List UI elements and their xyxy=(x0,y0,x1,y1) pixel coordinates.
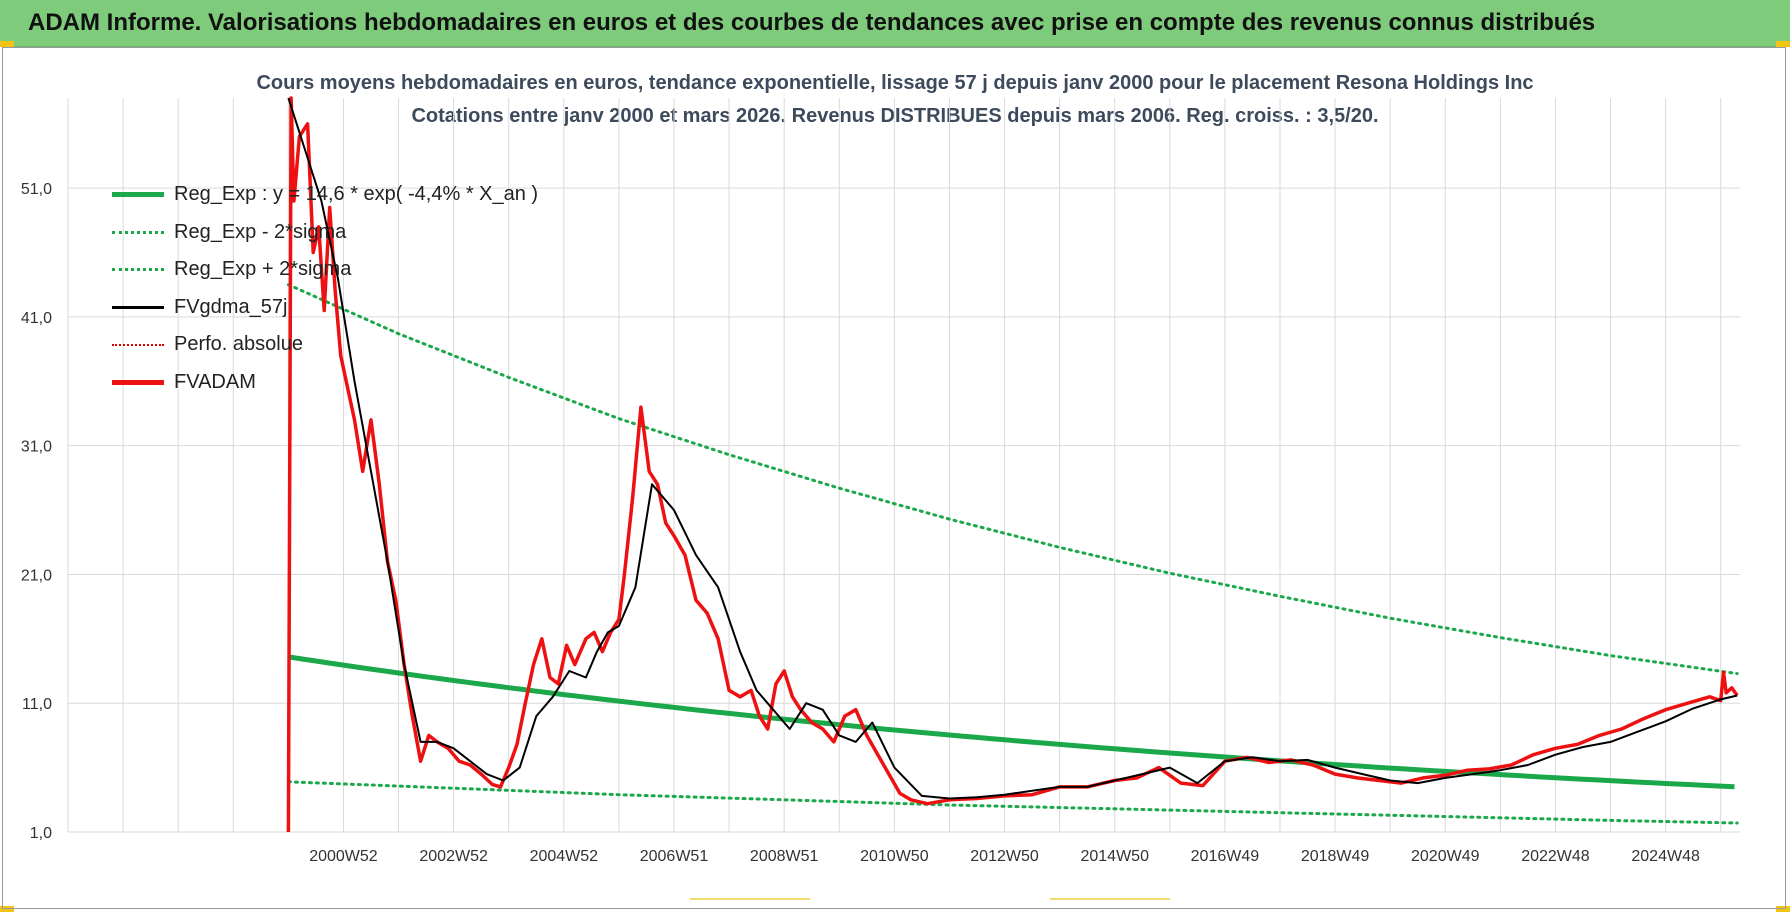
x-tick-label: 2016W49 xyxy=(1191,848,1260,865)
chart-frame xyxy=(2,47,1786,909)
gridlines xyxy=(67,98,1740,833)
corner-mark-bottom-right xyxy=(1776,906,1790,912)
report-banner: ADAM Informe. Valorisations hebdomadaire… xyxy=(0,0,1790,47)
chart-legend: Reg_Exp : y = 14,6 * exp( -4,4% * X_an )… xyxy=(112,176,538,401)
chart-title-line-2: Cotations entre janv 2000 et mars 2026. … xyxy=(411,105,1379,127)
y-tick-label: 11,0 xyxy=(22,696,52,713)
y-tick-label: 51,0 xyxy=(21,181,52,198)
y-tick-label: 21,0 xyxy=(21,567,52,584)
x-tick-label: 2024W48 xyxy=(1631,848,1700,865)
x-tick-label: 2006W51 xyxy=(640,848,709,865)
legend-item-reg-exp-minus: Reg_Exp - 2*sigma xyxy=(112,214,538,252)
legend-label-perfo: Perfo. absolue xyxy=(174,333,303,356)
legend-swatch-fvadam xyxy=(112,379,164,385)
corner-mark-top-left xyxy=(0,41,14,47)
legend-label-fvadam: FVADAM xyxy=(174,370,256,393)
corner-mark-top-right xyxy=(1776,41,1790,47)
legend-swatch-fvgdma xyxy=(112,305,164,309)
series-reg-exp-plus-2sigma xyxy=(286,283,1739,676)
axis-labels: 1,0 11,0 21,0 31,0 41,0 51,0 2000W52 2002W52 200… xyxy=(21,181,1700,865)
legend-label-reg-exp-plus: Reg_Exp + 2*sigma xyxy=(174,258,352,281)
legend-label-fvgdma: FVgdma_57j xyxy=(174,295,288,318)
x-tick-label: 2020W49 xyxy=(1411,848,1480,865)
y-tick-label: 31,0 xyxy=(21,439,52,456)
x-tick-label: 2018W49 xyxy=(1301,848,1370,865)
x-tick-label: 2010W50 xyxy=(860,848,929,865)
legend-swatch-reg-exp-plus xyxy=(112,268,164,272)
x-tick-label: 2000W52 xyxy=(309,848,378,865)
series-lines xyxy=(286,96,1739,833)
x-tick-label: 2004W52 xyxy=(530,848,599,865)
x-tick-label: 2008W51 xyxy=(750,848,819,865)
legend-item-reg-exp-plus: Reg_Exp + 2*sigma xyxy=(112,251,538,289)
bottom-highlight-left xyxy=(690,898,810,900)
series-fvgdma xyxy=(287,97,1738,800)
x-tick-label: 2012W50 xyxy=(970,848,1039,865)
report-title: ADAM Informe. Valorisations hebdomadaire… xyxy=(28,9,1596,36)
x-tick-label: 2022W48 xyxy=(1521,848,1590,865)
legend-label-reg-exp-minus: Reg_Exp - 2*sigma xyxy=(174,220,347,243)
legend-item-perfo: Perfo. absolue xyxy=(112,326,538,364)
legend-swatch-reg-exp xyxy=(112,192,164,198)
y-tick-label: 1,0 xyxy=(30,825,52,842)
series-reg-exp-minus-2sigma xyxy=(286,780,1739,825)
legend-item-fvadam: FVADAM xyxy=(112,364,538,402)
x-tick-label: 2014W50 xyxy=(1080,848,1149,865)
legend-swatch-perfo xyxy=(112,343,164,346)
y-tick-label: 41,0 xyxy=(21,310,52,327)
x-tick-label: 2002W52 xyxy=(419,848,488,865)
legend-item-reg-exp: Reg_Exp : y = 14,6 * exp( -4,4% * X_an ) xyxy=(112,176,538,214)
legend-label-reg-exp: Reg_Exp : y = 14,6 * exp( -4,4% * X_an ) xyxy=(174,183,539,206)
legend-swatch-reg-exp-minus xyxy=(112,230,164,234)
bottom-highlight-right xyxy=(1050,898,1170,900)
legend-item-fvgdma: FVgdma_57j xyxy=(112,289,538,327)
chart-title-line-1: Cours moyens hebdomadaires en euros, ten… xyxy=(256,72,1534,94)
corner-mark-bottom-left xyxy=(0,906,14,912)
